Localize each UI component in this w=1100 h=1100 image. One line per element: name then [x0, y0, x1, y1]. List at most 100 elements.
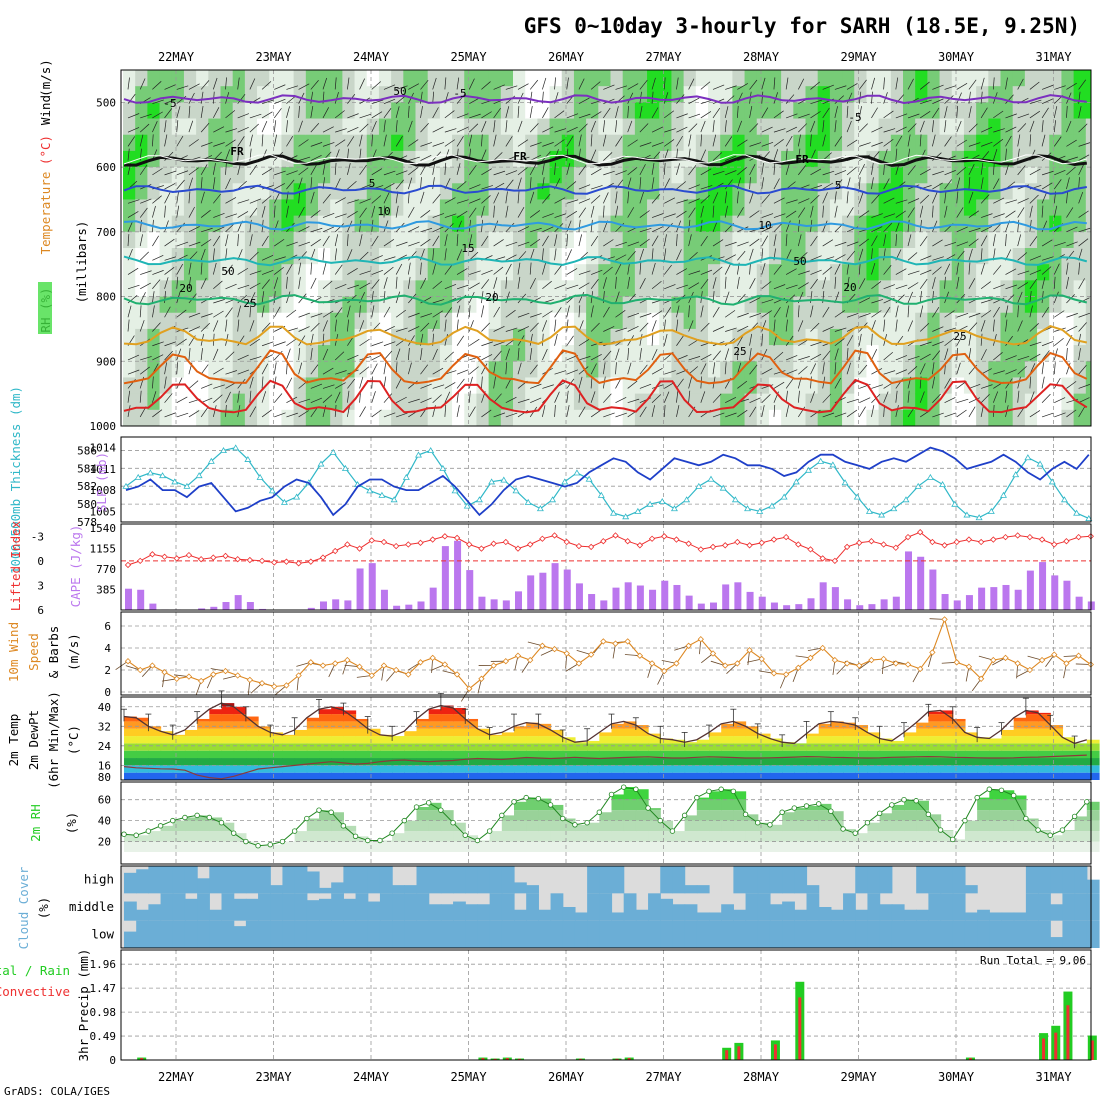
temp-band — [611, 728, 625, 737]
thickness-line-point — [1048, 478, 1056, 485]
temp-band — [550, 758, 564, 766]
temp-band — [355, 743, 369, 751]
rh-cell — [708, 393, 723, 411]
wind-barb — [834, 205, 838, 218]
rh-cell — [1073, 248, 1088, 265]
rh-cell — [525, 409, 540, 426]
wind-barb — [432, 193, 441, 204]
cape-bar — [661, 580, 669, 610]
rh-cell — [659, 183, 674, 200]
rh-cell — [634, 409, 650, 426]
wind-barb — [980, 405, 984, 418]
wind-barb — [932, 266, 942, 275]
rh-cell — [573, 361, 589, 378]
rh-cell — [561, 86, 576, 103]
rh-band — [514, 831, 527, 842]
wind-barb — [1017, 78, 1024, 90]
wind-barb — [213, 235, 221, 247]
wind-barb — [919, 278, 928, 289]
wind-barb — [566, 319, 569, 332]
rh-cell — [476, 264, 491, 281]
rh-cell — [854, 409, 869, 426]
wind-barb — [663, 92, 669, 104]
rh-cell — [232, 183, 247, 200]
temp-band — [794, 765, 808, 773]
temp-band — [964, 736, 978, 744]
temp-band — [514, 728, 527, 737]
temp-band — [952, 758, 966, 766]
wind-barb — [237, 284, 250, 290]
temp-band — [952, 728, 966, 737]
wind-speed-line-point — [587, 651, 595, 658]
rh-cell — [1061, 231, 1076, 249]
wind-barb — [639, 333, 643, 346]
wind-barb — [530, 397, 542, 404]
rh-band — [319, 820, 332, 832]
wind-barb — [164, 376, 167, 389]
wind-barb — [932, 326, 944, 332]
cape-bar — [125, 588, 132, 610]
wind-barb — [249, 356, 262, 361]
cape-bar — [137, 589, 145, 610]
wind-barb — [286, 338, 297, 347]
wind-barb — [529, 333, 533, 346]
wind-barb — [407, 105, 410, 118]
date-label-top: 24MAY — [353, 50, 390, 64]
lifted-index-line-point — [868, 538, 875, 545]
rh-cell — [1024, 409, 1040, 426]
wind-barb — [1078, 364, 1087, 375]
wind-barb — [213, 310, 224, 318]
rh-cell — [464, 280, 479, 298]
rh-cell — [452, 361, 467, 378]
rh-cell — [708, 199, 723, 217]
wind-barb — [554, 248, 557, 261]
wind-barb — [785, 94, 795, 104]
wind-barb — [505, 170, 518, 176]
wind-barb — [858, 348, 862, 361]
wind-barb — [639, 348, 642, 361]
wind-barb — [420, 364, 429, 375]
wind-barb — [956, 276, 960, 289]
rh-cell — [854, 248, 869, 265]
wind-barb — [871, 177, 874, 190]
wind-barb — [432, 348, 438, 361]
temp-band — [526, 758, 539, 766]
dewpoint-line — [123, 754, 1087, 780]
rh-cell — [244, 328, 260, 346]
temp-band — [782, 772, 795, 780]
wind-barb — [749, 297, 761, 304]
wind-barb — [493, 192, 500, 204]
rh-cell — [330, 167, 345, 184]
wind-barb — [1053, 377, 1061, 389]
rh-cell — [1012, 345, 1027, 362]
rh-cell — [183, 183, 199, 200]
wind-barb — [944, 412, 956, 418]
temp-band — [599, 743, 613, 751]
thickness-line-point — [195, 472, 203, 479]
wind-barb — [798, 198, 810, 204]
wind-barb — [627, 262, 630, 275]
temp-band — [818, 758, 832, 766]
rh-cell — [647, 102, 662, 120]
temp-band — [233, 765, 247, 773]
thickness-line-point — [670, 505, 678, 512]
thickness-line-point — [719, 484, 727, 491]
rh-cell — [196, 118, 211, 136]
temp-band — [428, 714, 442, 722]
wind-barb — [944, 338, 955, 347]
wind-speed-line-point — [880, 655, 887, 663]
thickness-line-point — [402, 473, 410, 480]
wind-barb — [261, 322, 271, 332]
rh-cell — [354, 134, 369, 152]
rh-cell — [963, 134, 979, 152]
wind-barb — [590, 168, 602, 176]
rh-cell — [976, 70, 991, 87]
wind-speed-line-point — [1002, 654, 1009, 662]
wind-barb — [895, 77, 899, 90]
rh-band — [367, 840, 381, 842]
rh-band — [428, 841, 442, 852]
rh-cell — [768, 118, 784, 136]
rh-cell — [586, 345, 601, 362]
wind-barb — [200, 262, 203, 275]
rh-band — [331, 812, 344, 821]
